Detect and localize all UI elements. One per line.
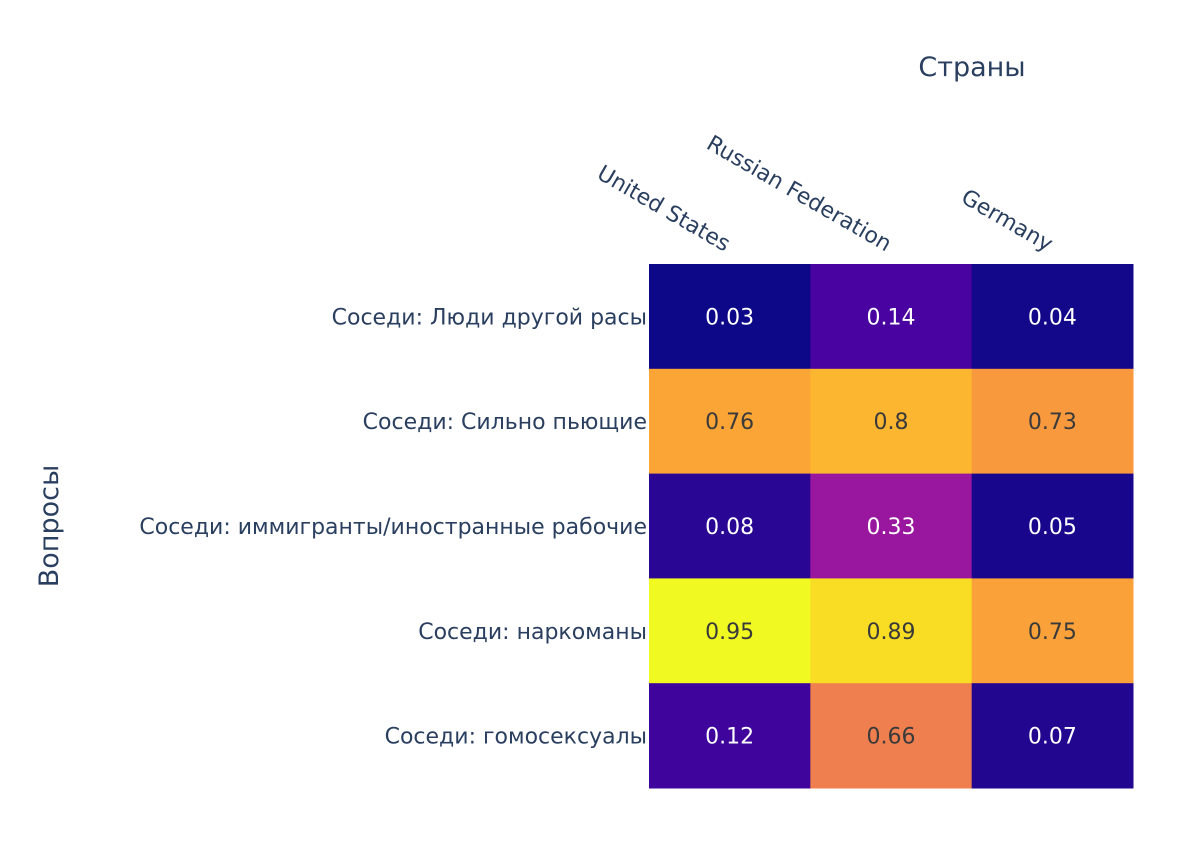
cell-value-label: 0.95	[705, 620, 754, 645]
y-tick-label: Соседи: наркоманы	[418, 620, 647, 645]
heatmap-cell	[971, 368, 1134, 475]
y-tick-label: Соседи: иммигранты/иностранные рабочие	[139, 515, 647, 540]
heatmap-cell	[810, 473, 973, 579]
cell-value-label: 0.05	[1028, 515, 1077, 540]
cell-value-label: 0.66	[867, 725, 916, 750]
cell-value-label: 0.89	[867, 620, 916, 645]
y-tick-label: Соседи: Люди другой расы	[332, 305, 647, 330]
x-axis-title: Страны	[918, 52, 1025, 83]
cell-value-label: 0.14	[867, 305, 916, 330]
cell-value-label: 0.75	[1028, 620, 1077, 645]
x-tick-label: United States	[593, 161, 735, 257]
cell-value-label: 0.73	[1028, 410, 1077, 435]
heatmap-cell	[810, 683, 973, 789]
y-tick-label: Соседи: Сильно пьющие	[363, 410, 647, 435]
cell-value-label: 0.08	[705, 515, 754, 540]
cell-value-label: 0.8	[874, 410, 909, 435]
cell-value-label: 0.03	[705, 305, 754, 330]
heatmap-cell	[649, 683, 811, 789]
heatmap-cell	[810, 578, 973, 684]
heatmap-cell	[971, 578, 1134, 684]
cells-layer	[649, 264, 1134, 789]
cell-value-label: 0.33	[867, 515, 916, 540]
cell-labels-layer: 0.03 0.14 0.04 0.76 0.8 0.73 0.08 0.33 0.05 0.95 0…	[705, 305, 1077, 749]
y-tick-label: Соседи: гомосексуалы	[385, 725, 647, 750]
heatmap-cell	[971, 473, 1134, 579]
heatmap-cell	[649, 264, 811, 370]
y-tick-labels: Соседи: Люди другой расы Соседи: Сильно п…	[139, 305, 647, 749]
cell-value-label: 0.76	[705, 410, 754, 435]
y-axis-title: Вопросы	[34, 465, 65, 588]
heatmap-cell	[649, 578, 811, 684]
cell-value-label: 0.07	[1028, 725, 1077, 750]
heatmap-cell	[971, 683, 1134, 789]
heatmap-cell	[649, 368, 811, 475]
heatmap-cell	[971, 264, 1134, 370]
heatmap-cell	[810, 264, 973, 370]
x-tick-label: Germany	[957, 185, 1057, 257]
heatmap-cell	[810, 368, 973, 475]
cell-value-label: 0.12	[705, 725, 754, 750]
heatmap-cell	[649, 473, 811, 579]
cell-value-label: 0.04	[1028, 305, 1077, 330]
